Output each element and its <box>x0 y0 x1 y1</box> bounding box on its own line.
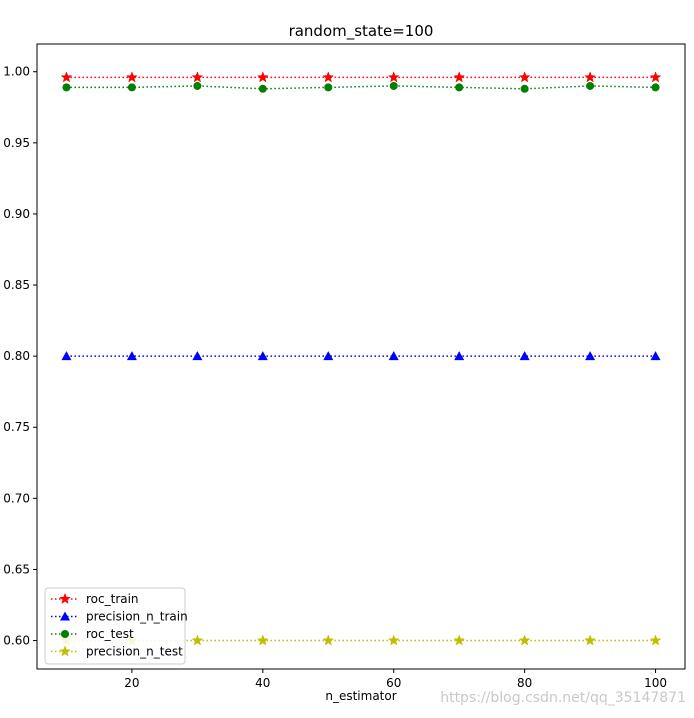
data-point-roc_test <box>258 84 267 93</box>
y-axis: 0.60 0.65 0.70 0.75 0.80 0.85 0.90 0.95 1.00 <box>3 65 37 648</box>
y-tick-label: 0.75 <box>3 420 30 434</box>
data-point-precision_n_train <box>454 351 465 361</box>
data-point-precision_n_test <box>584 634 597 646</box>
data-point-precision_n_test <box>191 634 204 646</box>
y-tick-label: 0.90 <box>3 207 30 221</box>
data-point-roc_test <box>324 83 333 92</box>
x-axis-label: n_estimator <box>325 689 396 703</box>
data-point-roc_train <box>322 71 335 83</box>
y-tick-label: 0.85 <box>3 278 30 292</box>
data-point-precision_n_test <box>453 634 466 646</box>
y-tick-label: 0.95 <box>3 136 30 150</box>
data-point-precision_n_train <box>519 351 530 361</box>
x-tick-label: 100 <box>644 676 667 690</box>
data-point-roc_test <box>389 81 398 90</box>
x-tick-label: 60 <box>386 676 401 690</box>
data-point-roc_test <box>193 81 202 90</box>
data-point-roc_test <box>455 83 464 92</box>
legend-marker-precision_n_train <box>60 611 70 621</box>
data-point-roc_test <box>520 84 529 93</box>
data-point-roc_train <box>60 71 73 83</box>
y-tick-label: 0.65 <box>3 562 30 576</box>
y-tick-label: 0.70 <box>3 491 30 505</box>
y-tick-label: 0.80 <box>3 349 30 363</box>
x-tick-label: 20 <box>124 676 139 690</box>
legend-label-roc_test: roc_test <box>86 627 134 641</box>
x-tick-label: 40 <box>255 676 270 690</box>
data-point-roc_test <box>586 81 595 90</box>
data-point-precision_n_train <box>61 351 72 361</box>
data-point-roc_train <box>518 71 531 83</box>
data-point-precision_n_test <box>518 634 531 646</box>
legend-marker-roc_train <box>59 592 71 605</box>
data-point-roc_train <box>191 71 204 83</box>
data-point-roc_train <box>584 71 597 83</box>
data-point-precision_n_test <box>387 634 400 646</box>
legend-box <box>44 587 186 665</box>
legend-marker-precision_n_test <box>59 645 71 657</box>
data-point-precision_n_train <box>126 351 137 361</box>
plot-frame <box>36 43 686 670</box>
legend-label-precision_n_train: precision_n_train <box>86 610 188 624</box>
chart-title: random_state=100 <box>289 22 434 41</box>
data-point-roc_train <box>125 71 138 83</box>
data-point-roc_train <box>256 71 269 83</box>
series-roc_train <box>60 71 662 83</box>
data-point-roc_train <box>453 71 466 83</box>
series-precision_n_train <box>61 351 661 361</box>
y-tick-label: 0.60 <box>3 634 30 648</box>
data-point-roc_test <box>127 83 136 92</box>
legend-marker-roc_test <box>61 630 69 638</box>
data-point-roc_test <box>651 83 660 92</box>
x-tick-label: 80 <box>517 676 532 690</box>
data-point-roc_test <box>62 83 71 92</box>
data-point-precision_n_train <box>192 351 203 361</box>
series-roc_test <box>62 81 660 93</box>
data-point-precision_n_train <box>585 351 596 361</box>
data-point-roc_train <box>387 71 400 83</box>
y-tick-label: 1.00 <box>3 65 30 79</box>
legend-label-precision_n_test: precision_n_test <box>86 645 183 659</box>
x-axis: 20 40 60 80 100 <box>124 669 667 690</box>
data-point-precision_n_train <box>323 351 334 361</box>
data-point-roc_train <box>649 71 662 83</box>
data-point-precision_n_test <box>322 634 335 646</box>
data-point-precision_n_train <box>650 351 661 361</box>
data-point-precision_n_test <box>256 634 269 646</box>
series-layer <box>60 71 662 646</box>
watermark-text: https://blog.csdn.net/qq_35147871 <box>440 690 686 706</box>
legend-label-roc_train: roc_train <box>86 592 139 606</box>
data-point-precision_n_train <box>388 351 399 361</box>
legend: roc_train precision_n_train roc_testprecis… <box>44 587 188 665</box>
data-point-precision_n_train <box>257 351 268 361</box>
data-point-precision_n_test <box>649 634 662 646</box>
